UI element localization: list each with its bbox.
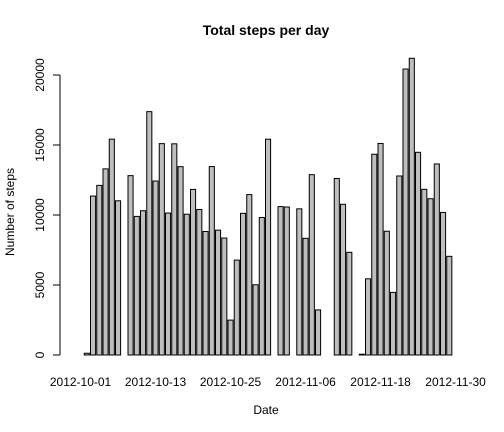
bar — [333, 177, 340, 356]
bar — [346, 251, 353, 356]
bar — [152, 180, 159, 356]
bar — [365, 278, 372, 356]
bar — [165, 212, 172, 356]
bar — [427, 198, 434, 356]
bar — [177, 166, 184, 356]
bar — [208, 166, 215, 356]
y-tick-label: 20000 — [33, 58, 47, 92]
x-tick-label: 2012-11-30 — [425, 375, 486, 389]
x-tick-label: 2012-10-25 — [200, 375, 262, 389]
bar — [258, 217, 265, 356]
y-tick-label: 0 — [33, 351, 47, 358]
bar — [240, 212, 247, 356]
y-axis: 0 5000 10000 15000 20000 — [33, 58, 61, 358]
bar — [433, 163, 440, 356]
bar — [440, 211, 447, 356]
bar — [233, 259, 240, 356]
bar — [252, 284, 259, 356]
bar — [302, 237, 309, 356]
bar — [390, 291, 397, 356]
bar — [396, 175, 403, 356]
y-tick-label: 10000 — [33, 198, 47, 232]
bar — [146, 111, 153, 356]
bar — [215, 229, 222, 356]
x-tick-label: 2012-10-01 — [50, 375, 112, 389]
bar — [315, 309, 322, 356]
bars-group — [83, 57, 453, 356]
bar — [265, 138, 272, 356]
bar — [371, 153, 378, 356]
bar — [358, 353, 365, 356]
bar — [308, 174, 315, 356]
bar — [183, 213, 190, 356]
bar — [127, 175, 134, 356]
x-axis-label: Date — [253, 403, 279, 417]
bar — [115, 200, 122, 356]
x-axis: 2012-10-01 2012-10-13 2012-10-25 2012-11-06… — [50, 375, 486, 389]
y-tick-label: 5000 — [33, 271, 47, 298]
bar — [415, 151, 422, 356]
bar — [221, 237, 228, 356]
bar — [96, 184, 103, 356]
bar — [108, 138, 115, 356]
bar — [171, 143, 178, 356]
bar — [90, 195, 97, 356]
bar — [158, 143, 165, 356]
bar — [283, 206, 290, 356]
bar — [133, 215, 140, 356]
bar — [227, 319, 234, 356]
bar — [196, 208, 203, 356]
bar — [246, 194, 253, 356]
y-tick-label: 15000 — [33, 128, 47, 162]
x-tick-label: 2012-11-18 — [350, 375, 411, 389]
bar — [140, 210, 147, 356]
bar — [340, 203, 347, 356]
x-tick-label: 2012-11-06 — [275, 375, 336, 389]
bar — [202, 231, 209, 356]
bar — [296, 208, 303, 356]
bar — [408, 57, 415, 356]
bar — [102, 168, 109, 356]
bar — [421, 188, 428, 356]
chart-title: Total steps per day — [203, 22, 330, 38]
bar — [83, 352, 90, 356]
x-tick-label: 2012-10-13 — [125, 375, 187, 389]
bar — [190, 188, 197, 356]
bar — [446, 255, 453, 356]
bar — [402, 68, 409, 356]
bar — [377, 142, 384, 356]
bar — [277, 206, 284, 356]
bar — [383, 230, 390, 356]
y-axis-label: Number of steps — [3, 168, 17, 256]
